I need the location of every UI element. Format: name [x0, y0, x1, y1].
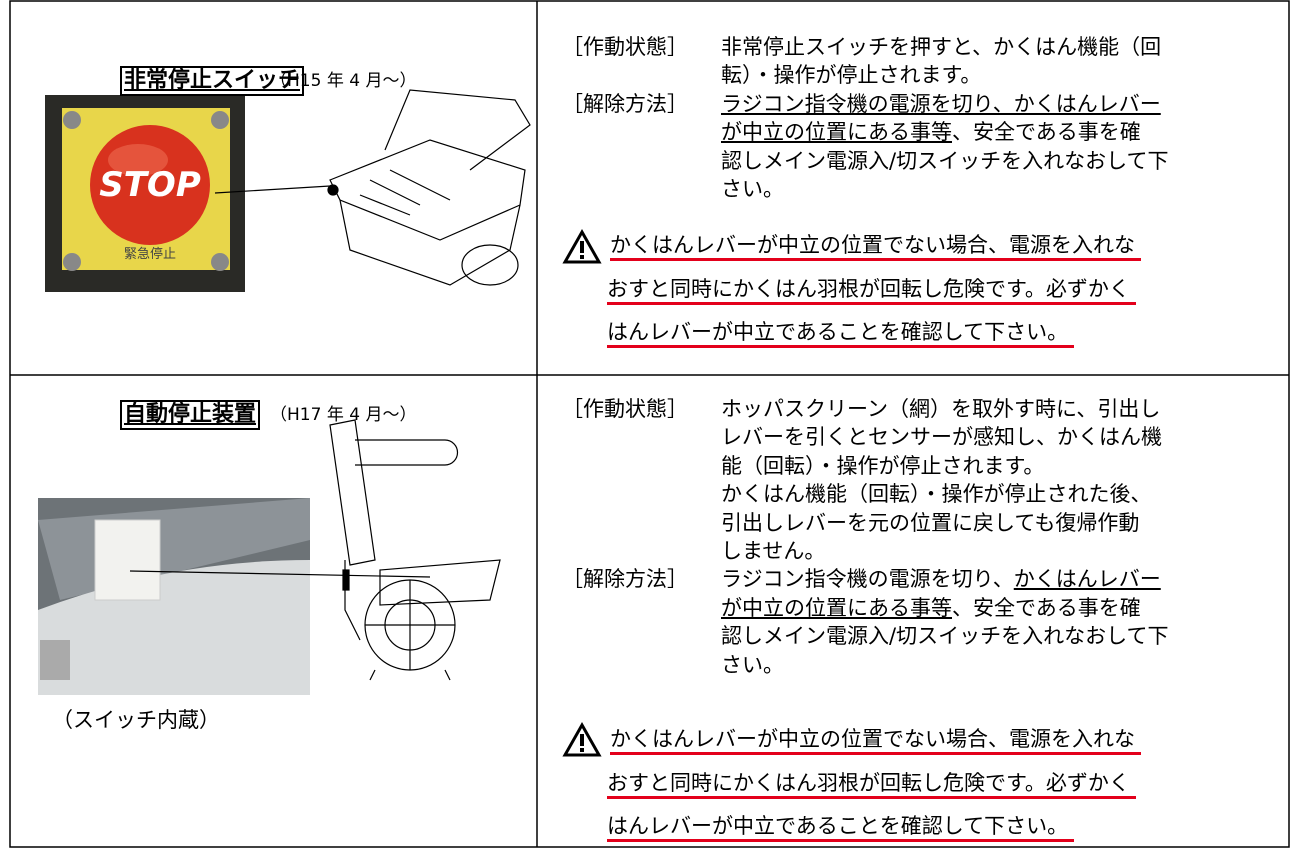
text-run: ラジコン指令機の電源を切り、 — [721, 567, 1014, 592]
date: （H17 年 4 月～） — [270, 405, 417, 425]
text-run: 、安全である事を確 — [952, 595, 1141, 620]
photo-text: STOP — [99, 165, 201, 205]
text-line: さい。 — [721, 176, 784, 202]
text-line: 非常停止スイッチを押すと、かくはん機能（回 — [721, 34, 1161, 60]
warning-line: かくはんレバーが中立の位置でない場合、電源を入れな — [610, 232, 1141, 261]
warning-icon — [562, 721, 602, 757]
section-title: 非常停止スイッチ — [120, 66, 305, 96]
photo-text: 緊急停止 — [124, 246, 176, 262]
auto-stop-diagram — [129, 419, 501, 681]
text-run: ホッパスクリーン（網）を取外す時に、引出し — [721, 397, 1161, 421]
text-line: レバーを引くとセンサーが感知し、かくはん機 — [721, 424, 1162, 450]
table-border — [9, 0, 1290, 848]
text-run: 、安全である事を確 — [952, 120, 1141, 145]
text-run: さい。 — [721, 177, 784, 201]
text-line: 認しメイン電源入/切スイッチを入れなおして下 — [721, 623, 1168, 649]
section-label: ［解除方法］ — [562, 567, 688, 592]
text-run: かくはん機能（回転）・操作が停止された後、 — [721, 482, 1152, 507]
section-label: ［作動状態］ — [562, 35, 688, 59]
text-run: が中立の位置にある事等 — [721, 120, 952, 145]
warning-line: はんレバーが中立であることを確認して下さい。 — [607, 813, 1075, 842]
text-run: 認しメイン電源入/切スイッチを入れなおして下 — [721, 148, 1169, 173]
date: （H15 年 4 月～） — [270, 71, 417, 91]
text-line: かくはん機能（回転）・操作が停止された後、 — [721, 481, 1152, 507]
text-line: 能（回転）・操作が停止されます。 — [721, 453, 1044, 479]
warning-line: はんレバーが中立であることを確認して下さい。 — [607, 319, 1075, 348]
text-line: ホッパスクリーン（網）を取外す時に、引出し — [721, 396, 1160, 422]
warning-line: おすと同時にかくはん羽根が回転し危険です。必ずかく — [607, 276, 1136, 305]
text-line: さい。 — [721, 652, 784, 678]
text-line: ラジコン指令機の電源を切り、かくはんレバー — [721, 566, 1161, 592]
text-line: 認しメイン電源入/切スイッチを入れなおして下 — [721, 148, 1168, 174]
warning-line: おすと同時にかくはん羽根が回転し危険です。必ずかく — [607, 770, 1136, 799]
auto-stop-photo — [38, 498, 310, 695]
stop-switch-diagram — [214, 89, 531, 286]
text-run: 認しメイン電源入/切スイッチを入れなおして下 — [721, 624, 1169, 649]
text-run: 転）・操作が停止されます。 — [721, 63, 982, 88]
text-run: 非常停止スイッチを押すと、かくはん機能（回 — [721, 35, 1162, 59]
text-line: が中立の位置にある事等、安全である事を確 — [721, 119, 1141, 145]
stop-switch-photo: STOP 緊急停止 — [45, 95, 245, 292]
section-title: 自動停止装置 — [120, 400, 261, 430]
text-line: 引出しレバーを元の位置に戻しても復帰作動 — [721, 510, 1139, 536]
text-run: かくはんレバー — [1013, 567, 1161, 592]
text-run: ラジコン指令機の電源を切り、かくはんレバー — [721, 91, 1161, 116]
text-line: ラジコン指令機の電源を切り、かくはんレバー — [721, 91, 1161, 117]
warning-line: かくはんレバーが中立の位置でない場合、電源を入れな — [610, 726, 1141, 755]
section-label: ［作動状態］ — [562, 397, 688, 421]
text-run: さい。 — [721, 652, 784, 677]
text-line: しません。 — [721, 538, 825, 564]
text-run: レバーを引くとセンサーが感知し、かくはん機 — [721, 425, 1162, 450]
text-run: 引出しレバーを元の位置に戻しても復帰作動 — [721, 510, 1140, 535]
text-run: しません。 — [721, 539, 826, 563]
text-line: が中立の位置にある事等、安全である事を確 — [721, 595, 1141, 621]
section-label: ［解除方法］ — [562, 91, 688, 116]
text-line: 転）・操作が停止されます。 — [721, 62, 981, 88]
text-run: 能（回転）・操作が停止されます。 — [721, 453, 1045, 478]
text-run: が中立の位置にある事等 — [721, 595, 952, 620]
caption: （スイッチ内蔵） — [52, 708, 220, 732]
warning-icon — [562, 228, 602, 264]
